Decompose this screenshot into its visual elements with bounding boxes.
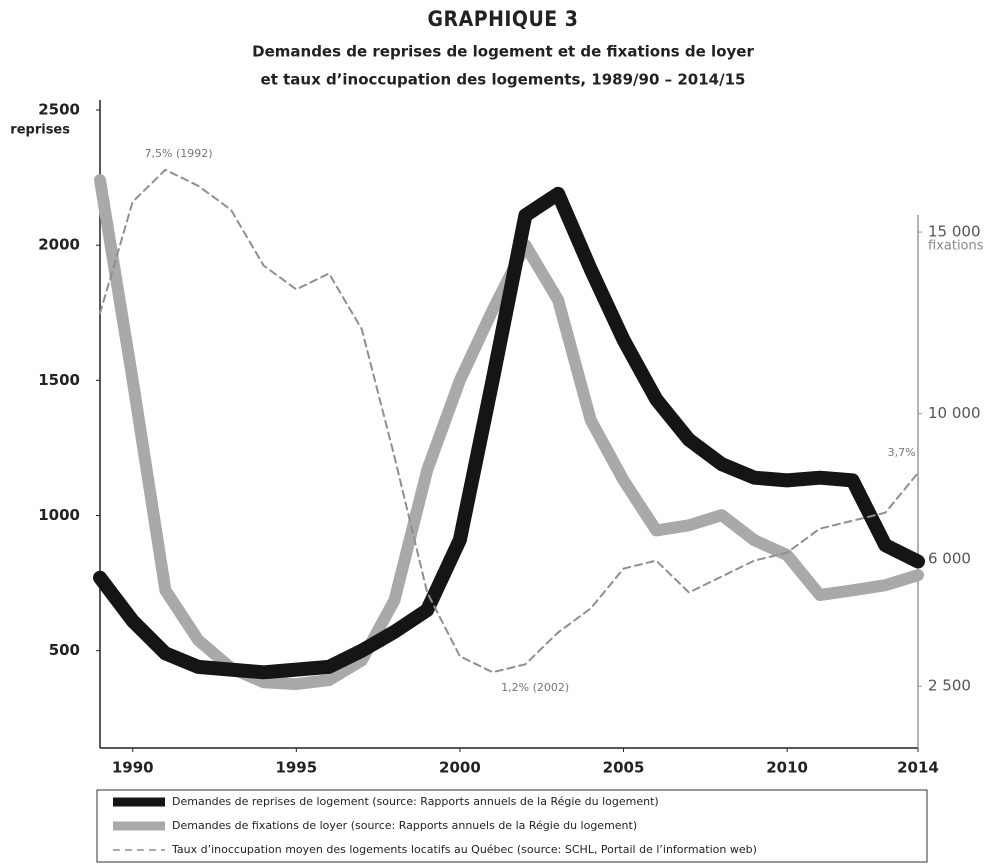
legend-label: Taux d’inoccupation moyen des logements … — [171, 843, 757, 856]
x-tick-label: 2005 — [603, 759, 645, 777]
series-line — [94, 174, 924, 691]
y-tick-label: 2500 — [38, 101, 80, 119]
legend-box — [96, 789, 928, 863]
y-axis-label: reprises — [10, 123, 70, 138]
annotation: 7,5% (1992) — [145, 147, 213, 160]
x-tick-label: 2000 — [439, 759, 481, 777]
chart-subtitle: Demandes de reprises de logement et de f… — [252, 43, 754, 61]
y2-tick-label: 2 500 — [928, 677, 971, 695]
y-tick-label: 1500 — [38, 371, 80, 389]
x-tick-label: 1995 — [275, 759, 317, 777]
legend-label: Demandes de reprises de logement (source… — [172, 795, 659, 808]
y2-tick-label: 10 000 — [928, 404, 981, 422]
x-tick-label: 2010 — [766, 759, 808, 777]
series-line — [93, 186, 925, 680]
chart-subtitle: et taux d’inoccupation des logements, 19… — [261, 71, 746, 89]
y-tick-label: 500 — [49, 641, 80, 659]
chart-title: GRAPHIQUE 3 — [428, 7, 579, 31]
annotation: 3,7% — [888, 446, 916, 459]
y-tick-label: 2000 — [38, 236, 80, 254]
y2-tick-label: 6 000 — [928, 550, 971, 568]
y2-axis-label: fixations — [928, 239, 984, 254]
series-line — [99, 168, 919, 674]
x-tick-label: 2014 — [897, 759, 939, 777]
annotation: 1,2% (2002) — [501, 681, 569, 694]
y-tick-label: 1000 — [38, 506, 80, 524]
legend-label: Demandes de fixations de loyer (source: … — [172, 819, 637, 832]
x-tick-label: 1990 — [112, 759, 154, 777]
y2-tick-label: 15 000 — [928, 223, 981, 241]
